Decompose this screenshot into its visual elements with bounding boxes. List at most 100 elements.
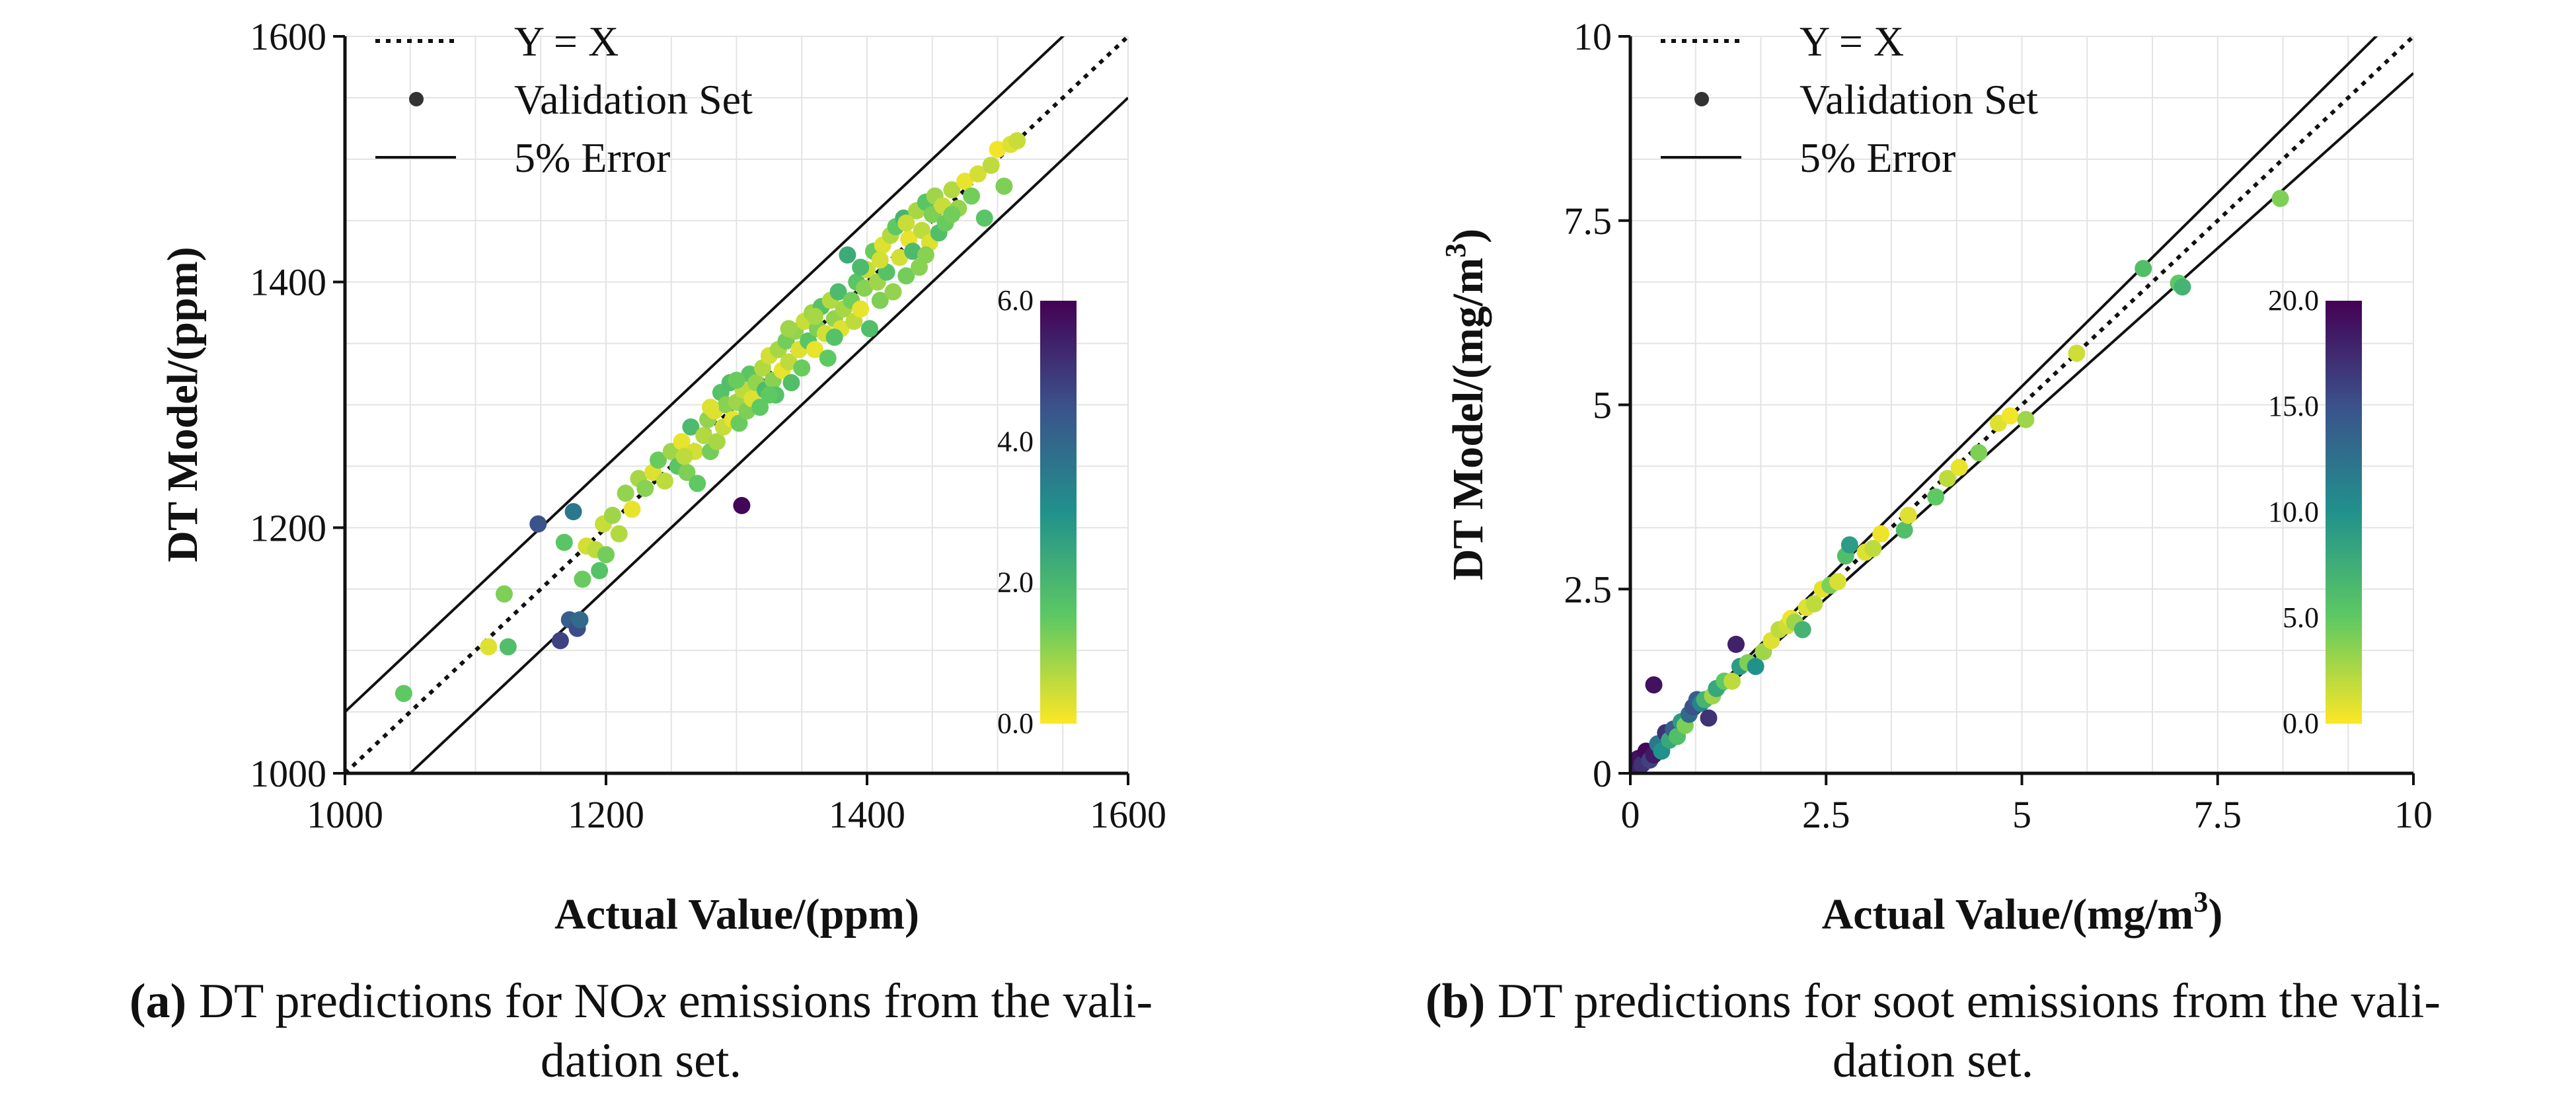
y-tick-label: 10 bbox=[1573, 15, 1612, 58]
data-point bbox=[913, 221, 930, 239]
data-point bbox=[806, 340, 823, 358]
data-point bbox=[1805, 595, 1823, 613]
data-point bbox=[574, 570, 591, 588]
colorbar-gradient-b bbox=[2326, 301, 2362, 724]
colorbar-tick-label: 2.0 bbox=[997, 566, 1034, 599]
chart-panel-b: 0 2.5 5 7.5 10 0 2.5 5 7.5 10 Actual Value/(mg/m3… bbox=[1439, 15, 2433, 939]
colorbar-tick-label: 20.0 bbox=[2268, 284, 2319, 317]
data-point bbox=[860, 320, 878, 338]
data-point bbox=[1008, 132, 1026, 149]
data-point bbox=[650, 451, 667, 469]
data-point bbox=[1950, 459, 1968, 477]
error-line-lower bbox=[408, 96, 1128, 773]
legend-error-label: 5% Error bbox=[1799, 134, 1955, 181]
y-tick-label: 7.5 bbox=[1564, 200, 1612, 243]
data-point bbox=[1970, 443, 1988, 461]
data-point bbox=[825, 328, 843, 346]
caption-a-line-2: dation set. bbox=[540, 1034, 742, 1088]
legend-yx-label: Y = X bbox=[1799, 18, 1904, 65]
data-point bbox=[682, 418, 700, 436]
data-point bbox=[897, 214, 915, 232]
data-point bbox=[969, 165, 987, 183]
data-point bbox=[2135, 260, 2152, 278]
data-point bbox=[730, 414, 748, 432]
legend-point-swatch bbox=[409, 92, 424, 106]
colorbar-tick-label: 6.0 bbox=[997, 284, 1034, 317]
x-tick-label: 0 bbox=[1621, 793, 1640, 836]
ticks-a: 1000 1200 1400 1600 1000 1200 1400 1600 bbox=[250, 15, 1166, 836]
chart-panel-a: 1000 1200 1400 1600 1000 1200 1400 1600 Actual … bbox=[159, 15, 1166, 939]
data-point bbox=[780, 353, 798, 371]
data-point bbox=[395, 685, 412, 703]
colorbar-tick-label: 5.0 bbox=[2283, 601, 2319, 634]
data-point bbox=[793, 359, 811, 377]
x-tick-label: 1200 bbox=[568, 793, 644, 836]
caption-a: (a) DT predictions for NOx emissions fro… bbox=[0, 972, 1282, 1091]
data-point bbox=[678, 463, 696, 481]
data-point bbox=[499, 638, 517, 656]
data-point bbox=[2001, 407, 2019, 425]
caption-b-tag: (b) bbox=[1425, 974, 1486, 1028]
y-tick-label: 1200 bbox=[250, 506, 326, 549]
data-point bbox=[2271, 190, 2289, 208]
data-point bbox=[995, 177, 1013, 195]
colorbar-tick-label: 15.0 bbox=[2268, 390, 2319, 422]
caption-b: (b) DT predictions for soot emissions fr… bbox=[1292, 972, 2574, 1091]
y-tick-label: 1000 bbox=[250, 752, 326, 795]
legend-b: Y = X Validation Set 5% Error bbox=[1661, 18, 2038, 181]
data-point bbox=[617, 484, 634, 502]
data-point bbox=[917, 246, 934, 264]
data-point bbox=[1864, 539, 1882, 557]
data-point bbox=[2068, 344, 2086, 362]
data-point bbox=[1727, 635, 1745, 653]
y-tick-label: 5 bbox=[1593, 384, 1612, 427]
y-tick-label: 1600 bbox=[250, 15, 326, 58]
legend-yx-label: Y = X bbox=[514, 18, 619, 65]
data-point bbox=[751, 399, 769, 416]
data-point bbox=[1895, 521, 1913, 539]
data-point bbox=[708, 433, 726, 451]
colorbar-tick-label: 0.0 bbox=[997, 707, 1034, 740]
data-point bbox=[695, 426, 713, 444]
data-point bbox=[2174, 278, 2191, 296]
x-tick-label: 1400 bbox=[829, 793, 905, 836]
data-point bbox=[943, 181, 961, 199]
data-point bbox=[760, 386, 778, 404]
data-point bbox=[829, 283, 847, 301]
data-point bbox=[982, 157, 1000, 174]
data-point bbox=[597, 546, 615, 564]
data-point bbox=[728, 371, 745, 389]
colorbar-gradient-a bbox=[1040, 301, 1077, 724]
data-point bbox=[956, 173, 974, 190]
x-tick-label: 7.5 bbox=[2194, 793, 2242, 836]
caption-b-line-1: (b) DT predictions for soot emissions fr… bbox=[1425, 974, 2441, 1028]
ticks-b: 0 2.5 5 7.5 10 0 2.5 5 7.5 10 bbox=[1564, 15, 2433, 836]
colorbar-a: 0.0 2.0 4.0 6.0 bbox=[997, 284, 1077, 740]
y-tick-label: 1400 bbox=[250, 261, 326, 304]
data-point bbox=[943, 206, 961, 223]
caption-b-line-2: dation set. bbox=[1832, 1034, 2034, 1088]
x-axis-label-a: Actual Value/(ppm) bbox=[554, 890, 919, 939]
caption-a-tag: (a) bbox=[129, 974, 187, 1028]
data-point bbox=[702, 399, 719, 416]
data-point bbox=[1840, 536, 1858, 554]
data-point bbox=[564, 503, 582, 521]
y-tick-label: 2.5 bbox=[1564, 568, 1612, 611]
legend-error-label: 5% Error bbox=[514, 134, 670, 181]
colorbar-b: 0.0 5.0 10.0 15.0 20.0 bbox=[2268, 284, 2362, 740]
data-point bbox=[871, 251, 889, 269]
data-point bbox=[675, 447, 693, 465]
data-point bbox=[529, 515, 547, 533]
data-point bbox=[871, 291, 889, 309]
data-point bbox=[963, 187, 980, 205]
data-point bbox=[1829, 573, 1847, 591]
data-point bbox=[884, 283, 902, 301]
data-point bbox=[495, 585, 513, 603]
data-point bbox=[610, 525, 628, 543]
data-point bbox=[1794, 621, 1811, 638]
data-point bbox=[1645, 676, 1663, 694]
legend-validation-label: Validation Set bbox=[514, 76, 753, 123]
data-point bbox=[891, 249, 909, 266]
data-point bbox=[571, 611, 589, 629]
